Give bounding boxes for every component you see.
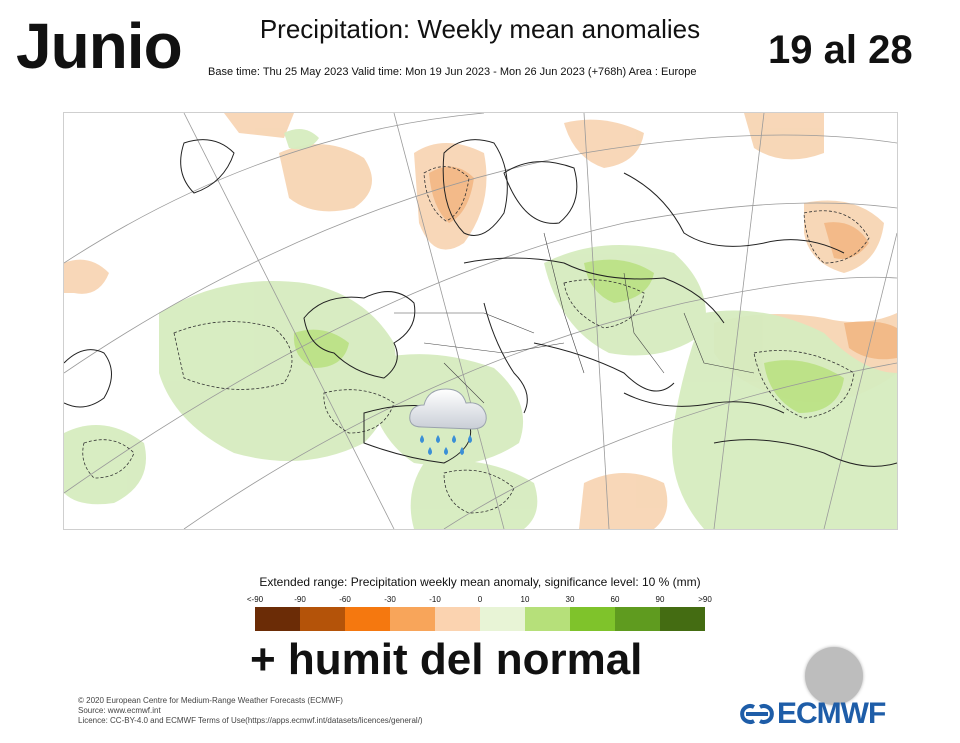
- legend-title: Extended range: Precipitation weekly mea…: [259, 575, 701, 589]
- caption-text: + humit del normal: [250, 635, 643, 684]
- legend-swatch: [255, 607, 300, 631]
- legend-swatch: [390, 607, 435, 631]
- legend-tick-label: <-90: [246, 595, 264, 604]
- coastlines: [64, 139, 897, 467]
- credit-line: Source: www.ecmwf.int: [78, 706, 161, 715]
- legend-tick-label: 0: [477, 595, 483, 604]
- graticule-lines: [64, 113, 897, 529]
- legend-swatch: [345, 607, 390, 631]
- credit-line: © 2020 European Centre for Medium-Range …: [78, 696, 343, 705]
- legend-tick-label: 30: [565, 595, 575, 604]
- legend-tick-label: 90: [655, 595, 665, 604]
- color-legend: <-90 -90 -60 -30 -10 0 10 30 60 90 >90: [247, 593, 712, 633]
- europe-map-graphic: [64, 113, 897, 529]
- legend-swatch: [570, 607, 615, 631]
- legend-swatch: [300, 607, 345, 631]
- precipitation-anomaly-map: [63, 112, 898, 530]
- floating-circle-button[interactable]: [805, 647, 863, 705]
- credits: © 2020 European Centre for Medium-Range …: [78, 696, 423, 726]
- legend-tick-labels: <-90 -90 -60 -30 -10 0 10 30 60 90 >90: [247, 593, 712, 607]
- legend-swatch: [525, 607, 570, 631]
- legend-swatch: [660, 607, 705, 631]
- map-title: Precipitation: Weekly mean anomalies: [259, 14, 701, 44]
- legend-swatch: [615, 607, 660, 631]
- legend-tick-label: >90: [698, 595, 712, 604]
- date-range-label: 19 al 28: [768, 28, 913, 72]
- legend-tick-label: -60: [339, 595, 351, 604]
- map-subtitle: Base time: Thu 25 May 2023 Valid time: M…: [208, 66, 697, 78]
- ecmwf-logo-text: ECMWF: [777, 697, 886, 730]
- legend-tick-label: 60: [610, 595, 620, 604]
- legend-swatch: [480, 607, 525, 631]
- significance-contours: [82, 166, 870, 514]
- legend-swatch: [435, 607, 480, 631]
- legend-tick-label: -90: [294, 595, 306, 604]
- month-label: Junio: [16, 10, 183, 82]
- legend-tick-label: 10: [520, 595, 530, 604]
- credit-line: Licence: CC-BY-4.0 and ECMWF Terms of Us…: [78, 716, 423, 725]
- ecmwf-logo-icon: [740, 704, 774, 724]
- ecmwf-logo: ECMWF: [740, 697, 886, 730]
- rain-cloud-icon: [409, 388, 487, 455]
- country-borders: [394, 232, 755, 404]
- legend-tick-label: -10: [429, 595, 441, 604]
- legend-swatches: [255, 607, 705, 631]
- legend-tick-label: -30: [384, 595, 396, 604]
